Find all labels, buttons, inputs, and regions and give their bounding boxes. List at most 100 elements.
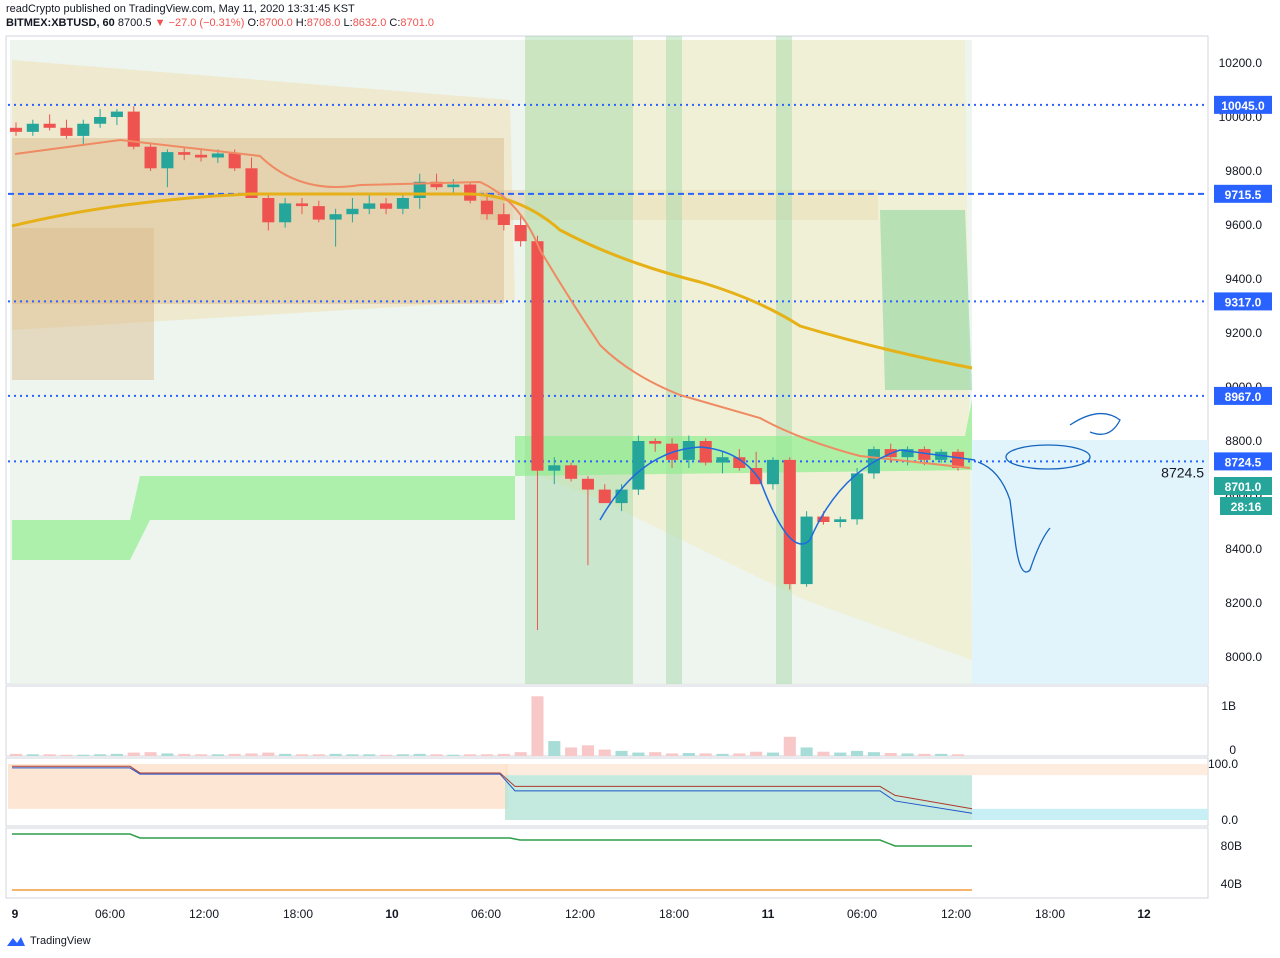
candle-body [161, 152, 174, 169]
x-tick-label: 18:00 [283, 907, 313, 921]
volume-bar [581, 745, 594, 756]
y-tick-label: 8200.0 [1225, 596, 1262, 610]
candle [178, 146, 191, 161]
down-triangle-icon: ▼ [154, 17, 166, 29]
candle [396, 192, 409, 215]
volume-bar [245, 753, 258, 756]
candle-body [497, 214, 510, 225]
candle [716, 451, 729, 474]
projection-zone [972, 440, 1208, 684]
x-tick-label: 9 [12, 907, 19, 921]
volume-bar [447, 754, 460, 756]
symbol-label[interactable]: BITMEX:XBTUSD, 60 [6, 17, 115, 29]
candle [649, 438, 662, 452]
candle-body [531, 241, 544, 471]
volume-bar [228, 753, 241, 756]
x-tick-label: 18:00 [1035, 907, 1065, 921]
level-text: 8724.5 [1161, 464, 1204, 480]
volume-bar [9, 753, 23, 756]
candle-body [194, 154, 208, 158]
candle [43, 114, 56, 131]
ma-short-line [14, 138, 971, 469]
candle-body [733, 457, 746, 468]
level-tag: 8724.5 [1214, 452, 1272, 471]
level-tag: 9317.0 [1214, 292, 1272, 311]
low-value: 8632.0 [352, 17, 387, 29]
candle-body [447, 184, 460, 188]
open-label: O: [247, 17, 260, 29]
candle-body [565, 465, 578, 479]
volume-bar [514, 752, 527, 756]
volume-bar [766, 752, 780, 756]
candle [380, 198, 393, 215]
candle-body [178, 152, 191, 155]
volume-bar [884, 753, 897, 756]
volume-bar [665, 753, 679, 756]
volume-bar [598, 749, 611, 756]
footer-brand[interactable]: TradingView [30, 935, 91, 947]
circle-drawing [1005, 444, 1091, 470]
volume-bar [699, 753, 712, 756]
candle [94, 108, 107, 128]
y-tick-label: 9800.0 [1225, 164, 1262, 178]
close-label: C: [389, 17, 401, 29]
candle [834, 516, 847, 528]
x-tick-label: 06:00 [847, 907, 877, 921]
volume-bar [716, 753, 729, 756]
candle-body [480, 200, 494, 215]
candle-body [632, 441, 645, 490]
countdown-tag-bg [1220, 497, 1272, 515]
volume-bar [565, 747, 578, 756]
y-tick-label: 8400.0 [1225, 542, 1262, 556]
volume-bar [279, 753, 292, 756]
osc-line-red [12, 765, 973, 810]
volume-tick-label: 1B [1221, 699, 1236, 713]
level-tag-label: 8967.0 [1225, 390, 1262, 404]
candle [514, 214, 527, 247]
volume-bar [750, 751, 763, 756]
candle-body [783, 459, 796, 585]
y-tick-label: 10200.0 [1219, 56, 1263, 70]
x-tick-label: 06:00 [95, 907, 125, 921]
level-tag-bg [1214, 386, 1272, 405]
candle-body [94, 117, 107, 124]
candle [312, 200, 325, 223]
price-change: −27.0 (−0.31%) [168, 17, 245, 29]
volume-bar [851, 750, 864, 756]
candle [682, 435, 695, 468]
candle-body [144, 146, 157, 169]
level-tag-bg [1214, 452, 1272, 471]
last-price: 8700.5 [117, 17, 152, 29]
candle [581, 476, 594, 566]
candle-body [295, 203, 309, 207]
y-tick-label: 9400.0 [1225, 272, 1262, 286]
chart-canvas[interactable]: 8724.510200.010000.09800.09600.09400.092… [0, 0, 1280, 930]
level-tag-bg [1214, 292, 1272, 311]
volume-bar [161, 753, 174, 756]
volume-bar [94, 754, 107, 756]
green-band-left [12, 476, 515, 560]
volume-bar [817, 751, 830, 756]
volume-bar [531, 696, 544, 756]
candle-body [77, 123, 90, 136]
candle [531, 235, 544, 630]
candle-body [396, 198, 409, 209]
candle-body [851, 473, 864, 520]
volume-bar [312, 754, 325, 756]
y-tick-label: 9600.0 [1225, 218, 1262, 232]
level-tag: 9715.5 [1214, 184, 1272, 203]
price-tag-bg [1214, 477, 1272, 495]
candle-body [766, 459, 780, 485]
candle-body [699, 441, 712, 463]
publisher-line: readCrypto published on TradingView.com,… [6, 2, 434, 16]
chart-header: readCrypto published on TradingView.com,… [6, 2, 434, 30]
candle [766, 457, 780, 490]
volume-tick-label: 0 [1229, 743, 1236, 757]
candle-body [598, 489, 611, 504]
candle-body [262, 198, 275, 223]
candle-body [60, 127, 73, 136]
candle-body [346, 208, 359, 215]
candle [598, 484, 611, 504]
volume-pane [5, 685, 1209, 757]
candle [279, 198, 292, 228]
